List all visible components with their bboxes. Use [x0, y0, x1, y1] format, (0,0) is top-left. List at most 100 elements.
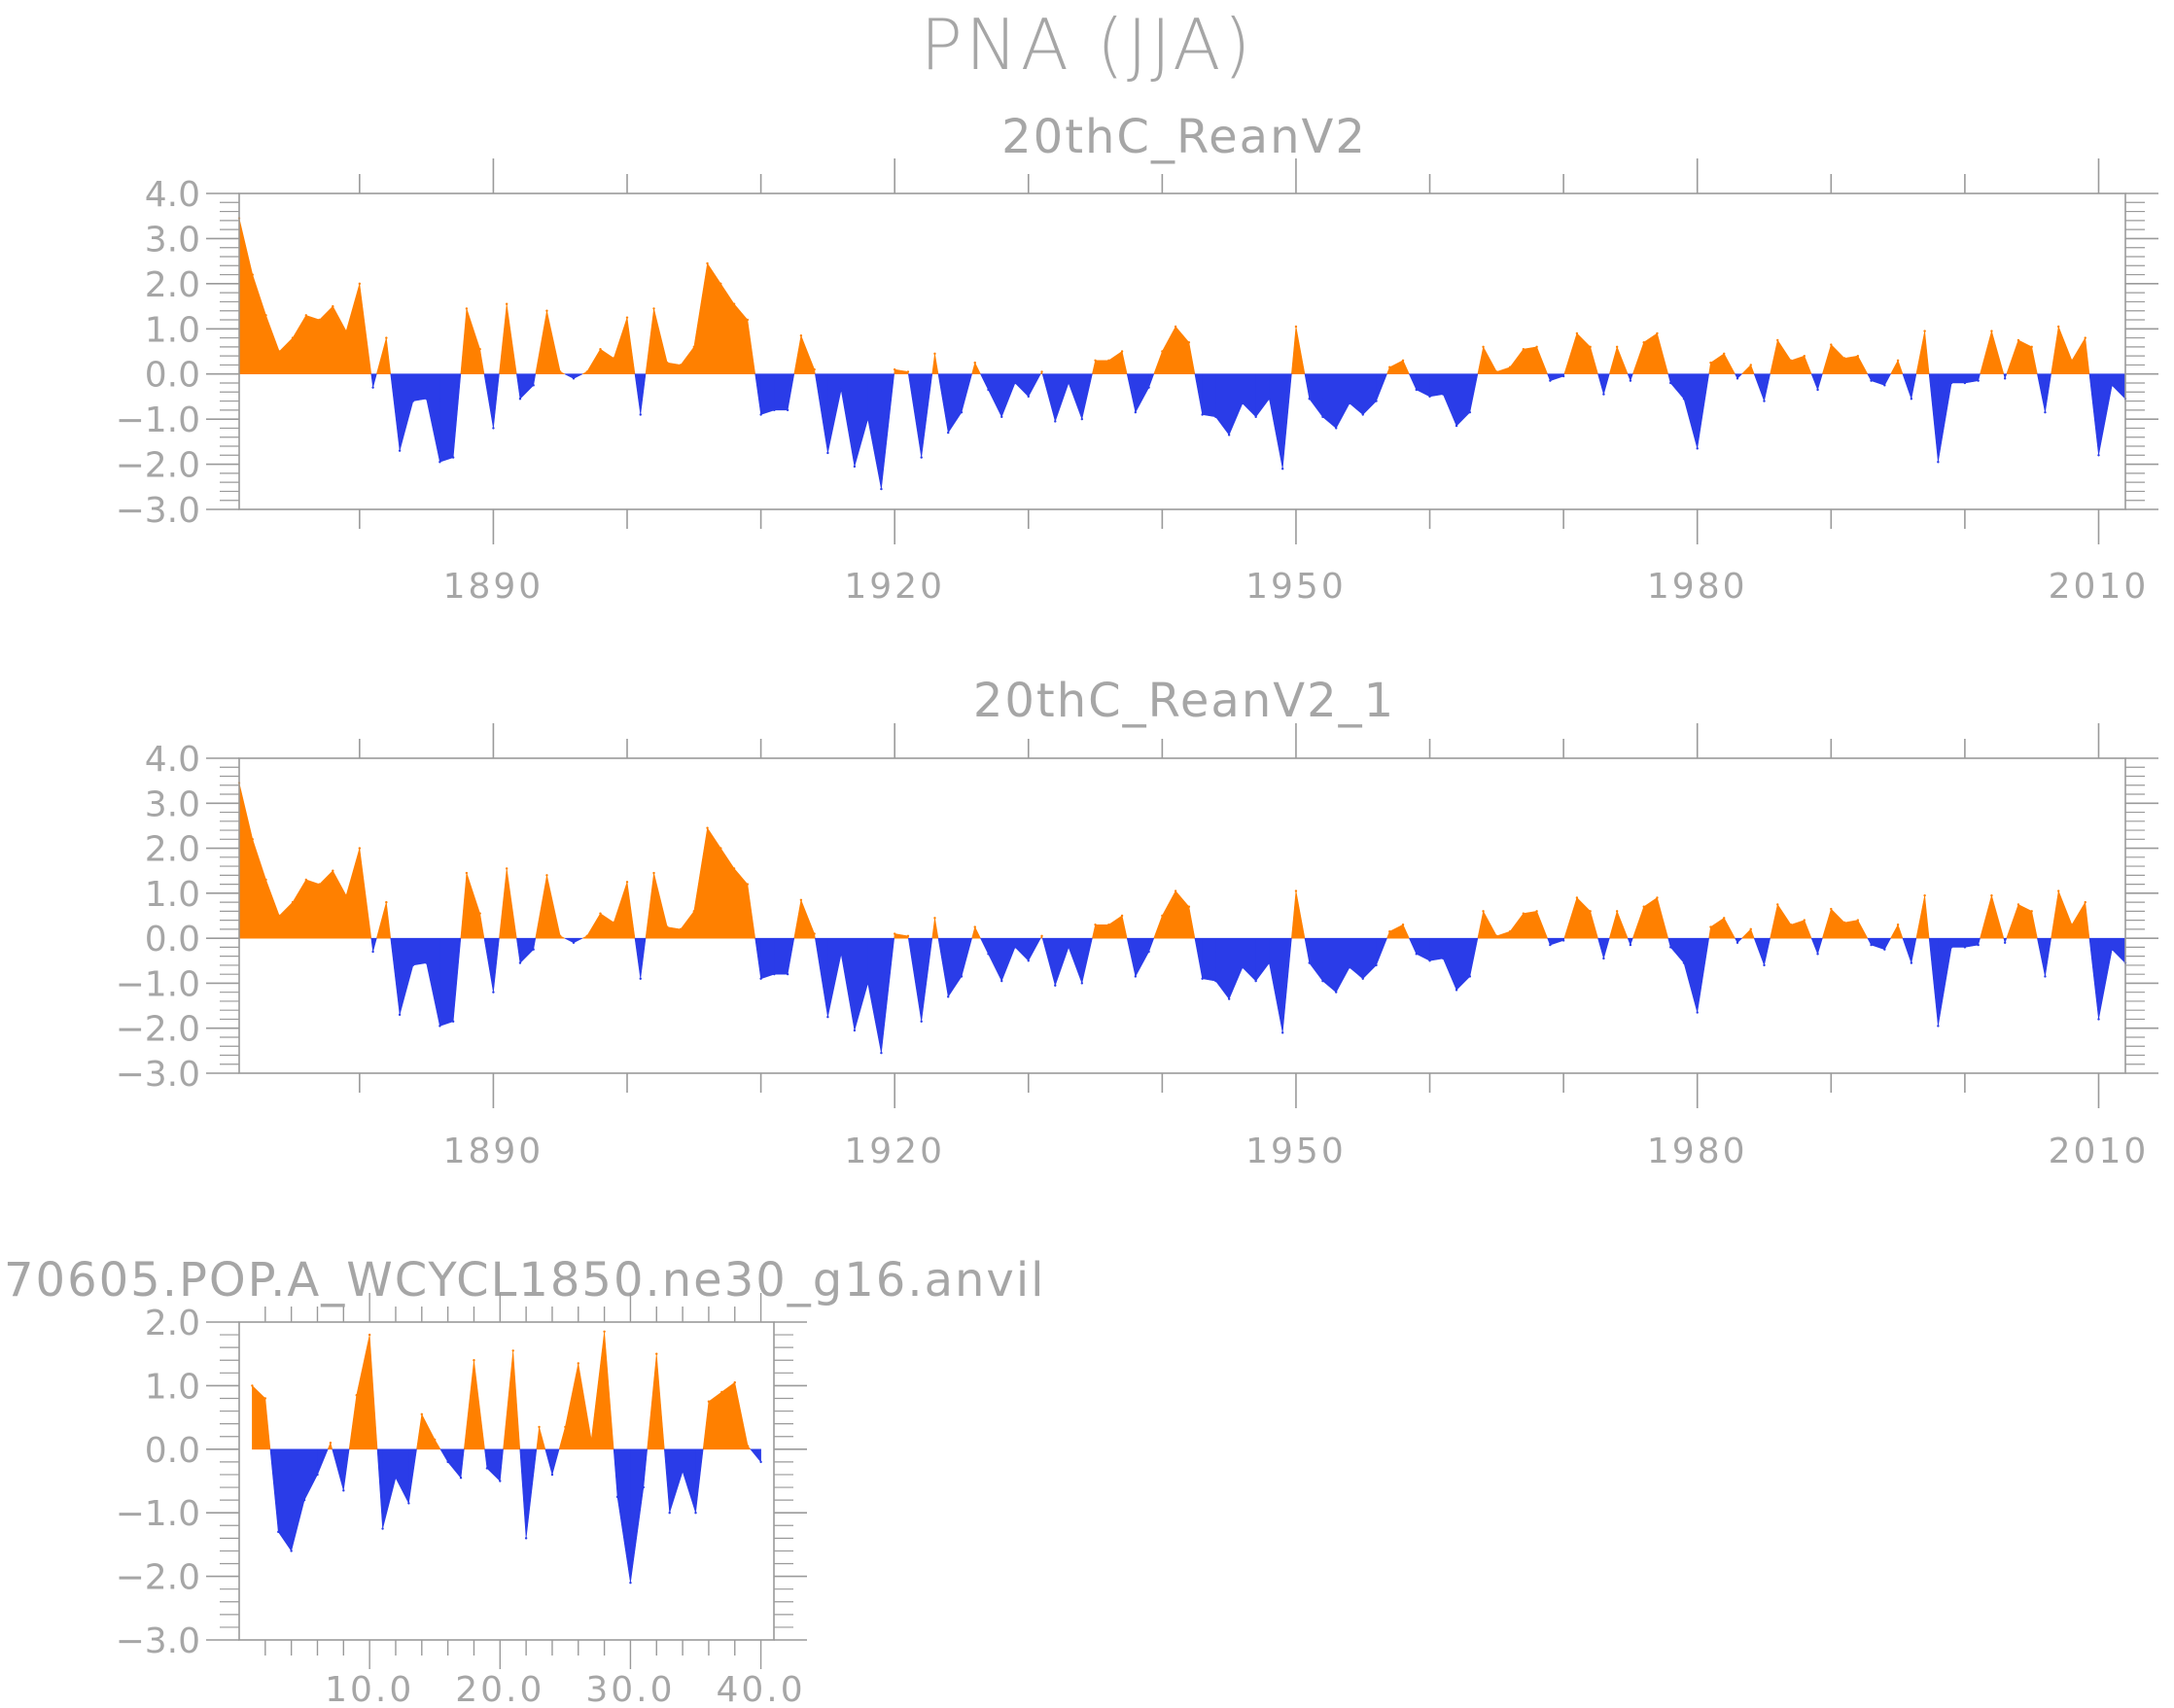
panel3-ytick-label: 2.0: [145, 1304, 200, 1343]
panel3-point: [642, 1485, 646, 1489]
panel2-point: [1963, 946, 1967, 949]
panel1-point: [358, 282, 362, 286]
panel1-point: [799, 334, 803, 337]
panel2-point: [1642, 905, 1645, 908]
panel2-point: [572, 941, 576, 944]
panel1-ytick-label: 2.0: [145, 265, 200, 305]
panel2-point: [839, 953, 843, 956]
panel1-point: [1949, 381, 1953, 385]
panel2-ytick-label: 2.0: [145, 830, 200, 870]
panel2-point: [1321, 979, 1324, 983]
panel1-point: [1602, 393, 1605, 396]
panel3-point: [499, 1480, 502, 1482]
panel1-point: [1280, 468, 1284, 471]
panel1-ytick-label: 4.0: [145, 175, 200, 215]
panel1-point: [2111, 384, 2114, 387]
panel1-point: [1495, 370, 1498, 373]
panel1-point: [1161, 350, 1164, 353]
panel2-point: [826, 1015, 829, 1019]
panel2-point: [1763, 963, 1766, 967]
panel1-ytick-label: −1.0: [116, 401, 200, 440]
panel2-point: [451, 1020, 455, 1023]
panel1-point: [1803, 354, 1806, 358]
panel3-point: [485, 1467, 489, 1470]
panel1-point: [2097, 454, 2100, 457]
panel1-point: [1201, 413, 1204, 416]
panel3-positive-area: [252, 1331, 752, 1450]
panel2-ytick-label: −2.0: [116, 1010, 200, 1050]
panel2-point: [880, 1051, 883, 1055]
panel2-point: [2111, 948, 2114, 951]
panel2-point: [1709, 925, 1712, 928]
panel1-point: [960, 410, 964, 414]
panel2-ytick-label: 3.0: [145, 784, 200, 824]
panel1-point: [505, 302, 508, 305]
panel3-xtick-label: 10.0: [325, 1670, 414, 1708]
panel1-point: [572, 377, 576, 380]
panel3-point: [629, 1581, 632, 1585]
panel2-point: [613, 921, 615, 924]
panel2-point: [1375, 963, 1378, 967]
panel2-point: [1388, 930, 1391, 933]
panel3-point: [290, 1550, 293, 1552]
panel2-point: [344, 893, 348, 897]
panel1-point: [1883, 384, 1886, 387]
panel1-point: [1000, 415, 1003, 419]
panel2-point: [1508, 930, 1512, 933]
panel2-point: [1428, 959, 1431, 962]
panel2-point: [398, 1013, 402, 1017]
panel1-point: [1120, 350, 1124, 353]
panel2-point: [920, 1020, 923, 1023]
panel2-point: [1615, 910, 1619, 913]
panel2-ytick-label: −1.0: [116, 964, 200, 1004]
panel1-point: [532, 384, 535, 387]
panel1-point: [906, 370, 910, 373]
panel2-point: [1174, 889, 1177, 892]
panel1-frame: [238, 192, 2126, 510]
panel1-point: [1241, 401, 1245, 405]
panel1-point: [2057, 325, 2060, 329]
panel2-point: [866, 982, 869, 985]
panel2-point: [518, 961, 522, 964]
panel2-point: [585, 934, 588, 938]
panel2-point: [318, 883, 321, 886]
panel1-point: [679, 364, 683, 366]
panel3-point: [538, 1425, 541, 1429]
panel1-point: [1522, 347, 1525, 351]
panel2-ytick-label: 0.0: [145, 920, 200, 959]
panel2-xtick-label: 1920: [844, 1132, 945, 1171]
panel2-point: [1723, 917, 1726, 920]
panel1-point: [1080, 417, 1084, 421]
panel1-point: [1067, 381, 1070, 385]
panel1-point: [451, 456, 455, 459]
panel1-point: [2003, 377, 2007, 380]
panel1-xtick-label: 1920: [844, 567, 945, 607]
panel2-point: [1749, 927, 1752, 931]
panel1-point: [866, 417, 869, 421]
panel1-point: [559, 370, 562, 373]
panel2-point: [1629, 943, 1632, 947]
panel1-point: [425, 398, 428, 401]
panel2-xtick-label: 1950: [1245, 1132, 1347, 1171]
panel1-xtick-label: 1980: [1647, 567, 1748, 607]
panel2-point: [1682, 961, 1686, 964]
panel1-point: [332, 304, 334, 308]
panel2-point: [1923, 893, 1926, 897]
panel1-point: [1254, 415, 1257, 419]
panel2-point: [1602, 957, 1605, 960]
panel2-point: [2057, 889, 2060, 892]
panel3-point: [251, 1384, 254, 1387]
panel2-point: [1107, 924, 1110, 926]
panel2-point: [1442, 957, 1445, 960]
panel1-point: [1842, 357, 1846, 360]
panel2-point: [1910, 961, 1913, 964]
panel2-point: [1027, 959, 1030, 962]
panel1-point: [933, 352, 936, 356]
panel2-point: [1468, 975, 1472, 978]
panel1-point: [1789, 359, 1793, 362]
panel3-point: [263, 1397, 267, 1400]
panel1-point: [1428, 395, 1431, 399]
panel2-title: 20thC_ReanV2_1: [973, 674, 1395, 728]
panel1-point: [478, 347, 481, 351]
panel2-point: [987, 953, 990, 956]
